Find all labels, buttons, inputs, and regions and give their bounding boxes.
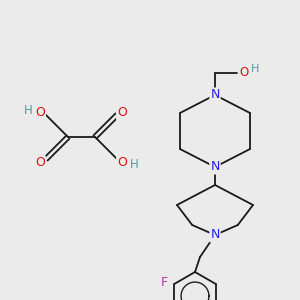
Text: O: O bbox=[117, 106, 127, 119]
Text: H: H bbox=[130, 158, 138, 170]
Text: O: O bbox=[239, 65, 249, 79]
Text: N: N bbox=[210, 160, 220, 173]
Text: O: O bbox=[35, 106, 45, 119]
Text: O: O bbox=[117, 155, 127, 169]
Text: N: N bbox=[210, 88, 220, 101]
Text: H: H bbox=[251, 64, 259, 74]
Text: F: F bbox=[161, 275, 168, 289]
Text: O: O bbox=[35, 157, 45, 169]
Text: N: N bbox=[210, 229, 220, 242]
Text: H: H bbox=[24, 103, 32, 116]
